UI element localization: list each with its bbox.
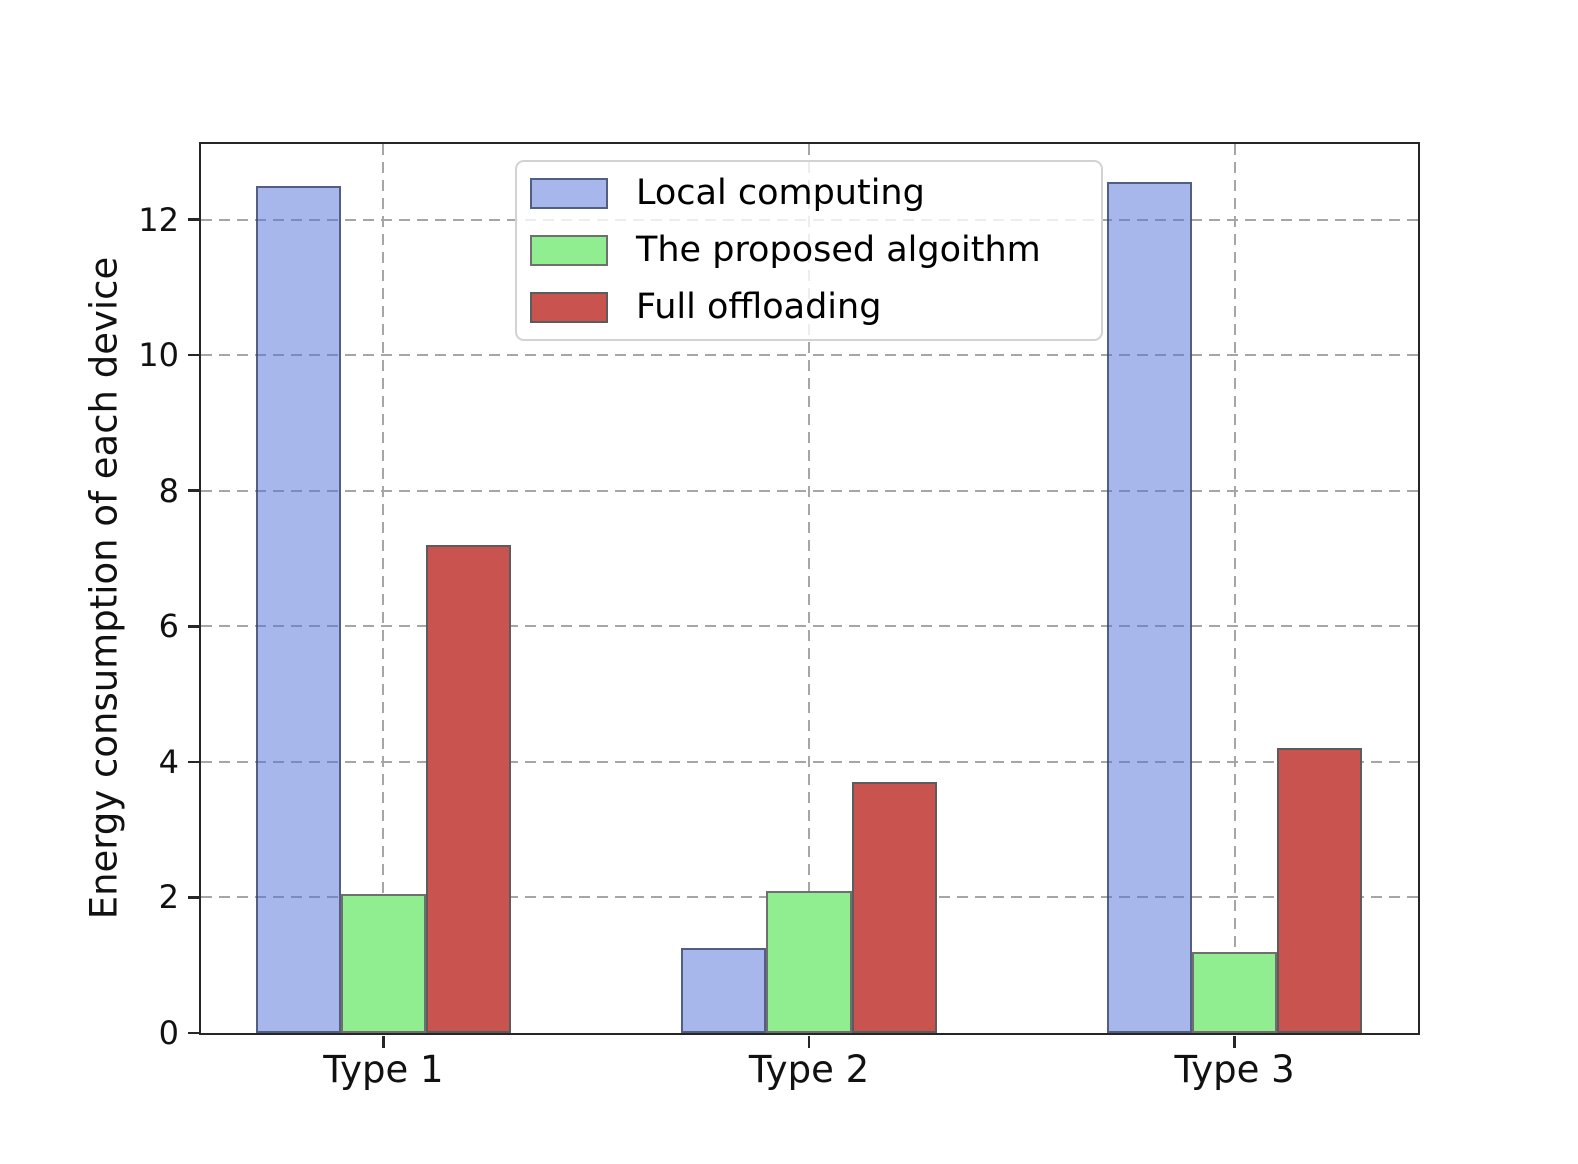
- bar-full-offloading-type-1: [425, 544, 512, 1033]
- y-tick-label-6: 6: [158, 607, 179, 646]
- bar-the-proposed-algoithm-type-1: [340, 894, 426, 1033]
- y-tick-12: [188, 218, 199, 221]
- x-tick-label-type-1: Type 1: [323, 1048, 444, 1091]
- gridline-v-type-3: [1233, 144, 1236, 1033]
- x-tick-type-3: [1233, 1036, 1236, 1048]
- bar-local-computing-type-1: [255, 185, 341, 1033]
- y-tick-label-0: 0: [158, 1014, 179, 1052]
- y-tick-4: [188, 760, 199, 764]
- x-tick-label-type-2: Type 2: [748, 1048, 870, 1091]
- x-tick-label-type-3: Type 3: [1174, 1048, 1295, 1091]
- legend-item-local-computing: Local computing: [530, 173, 1087, 213]
- legend-item-the-proposed-algoithm: The proposed algoithm: [530, 230, 1087, 270]
- legend-swatch-full-offloading: [530, 292, 608, 323]
- y-tick-6: [188, 625, 199, 628]
- bar-local-computing-type-2: [681, 948, 767, 1033]
- y-tick-2: [188, 896, 199, 899]
- legend: Local computing The proposed algoithm Full…: [515, 160, 1103, 341]
- legend-item-full-offloading: Full offloading: [530, 287, 1087, 327]
- y-tick-0: [188, 1031, 199, 1035]
- x-tick-type-2: [807, 1036, 811, 1048]
- gridline-v-type-2: [808, 144, 810, 1033]
- bar-local-computing-type-3: [1106, 182, 1193, 1033]
- plot-inner: 0 2 4 6 8 10 12 Type 1 Type 2 Type 3 Local comput…: [138, 144, 1418, 1090]
- y-tick-10: [188, 353, 199, 357]
- bar-full-offloading-type-3: [1277, 748, 1363, 1033]
- y-tick-8: [188, 489, 199, 492]
- y-tick-label-10: 10: [138, 336, 179, 375]
- x-tick-type-1: [382, 1036, 385, 1048]
- bar-the-proposed-algoithm-type-2: [766, 890, 852, 1033]
- legend-label-the-proposed-algoithm: The proposed algoithm: [636, 230, 1041, 270]
- legend-swatch-the-proposed-algoithm: [530, 235, 608, 266]
- legend-label-full-offloading: Full offloading: [636, 287, 882, 327]
- y-tick-label-2: 2: [158, 878, 179, 917]
- ticks-layer: 0 2 4 6 8 10 12 Type 1 Type 2 Type 3: [138, 144, 1418, 1090]
- legend-swatch-local-computing: [530, 178, 608, 209]
- y-tick-label-12: 12: [138, 200, 179, 239]
- y-tick-label-8: 8: [158, 471, 179, 510]
- legend-label-local-computing: Local computing: [636, 173, 925, 213]
- bar-full-offloading-type-2: [851, 782, 937, 1033]
- bar-the-proposed-algoithm-type-3: [1192, 951, 1278, 1033]
- y-tick-label-4: 4: [158, 742, 179, 781]
- gridline-v-type-1: [382, 144, 385, 1033]
- plot-area: 0 2 4 6 8 10 12 Type 1 Type 2 Type 3 Local comput…: [138, 142, 1420, 1090]
- bars-layer: [201, 144, 1418, 1033]
